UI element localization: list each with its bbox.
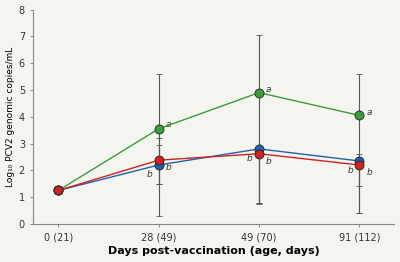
Text: a: a xyxy=(166,120,171,129)
Text: b: b xyxy=(247,154,253,163)
Text: b: b xyxy=(266,157,272,166)
X-axis label: Days post-vaccination (age, days): Days post-vaccination (age, days) xyxy=(108,247,320,256)
Text: b: b xyxy=(147,170,152,179)
Y-axis label: Log₁₀ PCV2 genomic copies/mL: Log₁₀ PCV2 genomic copies/mL xyxy=(6,47,14,187)
Text: a: a xyxy=(366,108,372,117)
Text: b: b xyxy=(366,168,372,177)
Text: b: b xyxy=(347,166,353,175)
Text: b: b xyxy=(166,163,172,172)
Text: a: a xyxy=(266,85,272,95)
